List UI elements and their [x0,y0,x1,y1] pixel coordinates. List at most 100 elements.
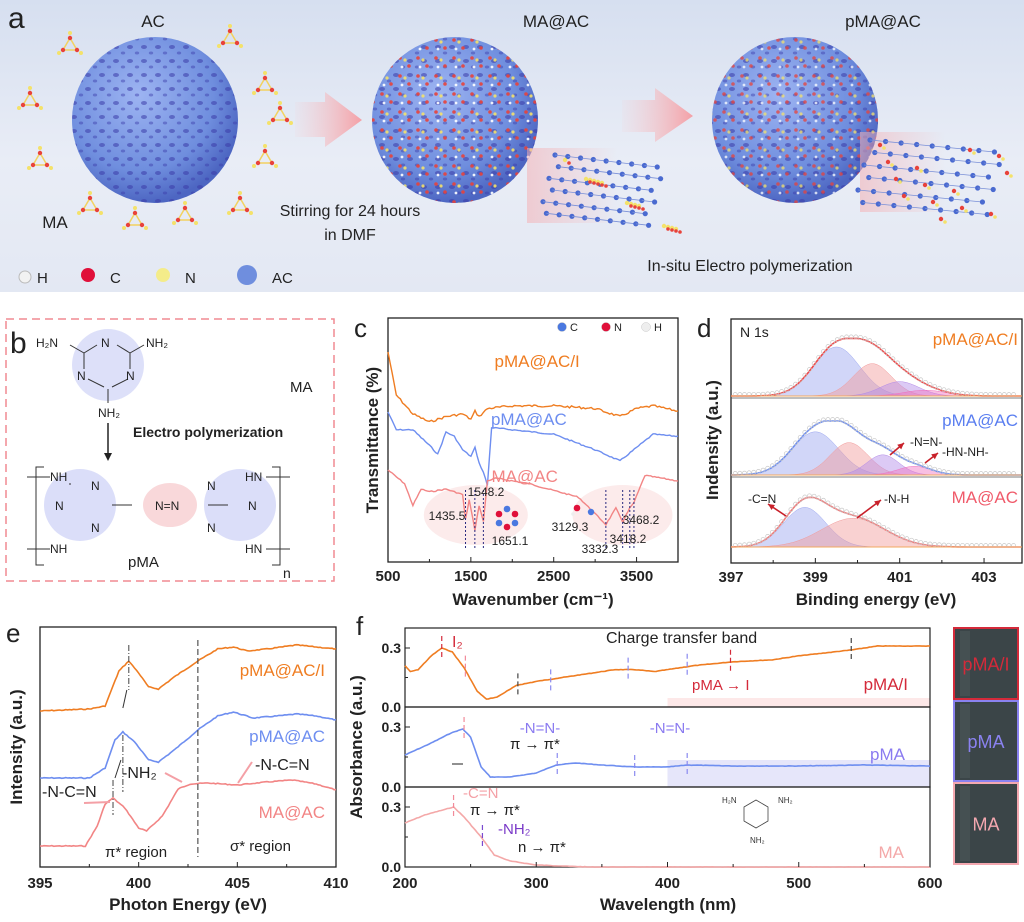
data-point [797,377,803,383]
atom-label: H₂N [722,796,737,805]
shift-arrow [122,689,128,709]
legend-atom-icon [557,322,567,332]
arrow-head [874,500,881,507]
ma-molecule [252,71,278,95]
adsorbed-atom [596,182,600,186]
adsorbed-atom [674,229,678,233]
series-line-MA@AC [387,469,679,531]
carbon-atom [30,162,36,168]
title-ac: AC [141,12,165,31]
carbon-atom [270,117,276,123]
nitrogen-atom [194,221,198,225]
adsorbed-atom [1001,157,1005,161]
data-point [793,381,798,387]
data-point [751,540,757,546]
carbon-atom [277,105,283,111]
adsorbed-atom [637,206,641,210]
bond [924,208,941,211]
bond [920,195,936,198]
bond [921,156,938,159]
data-point [872,438,877,443]
data-point [909,458,914,464]
triazine-ring [221,29,239,44]
atom-nh2: NH₂ [146,336,168,350]
bond [971,212,988,215]
ma-molecule [217,24,243,48]
film-photo-label: pMA/I [962,655,1009,675]
atom [495,519,503,527]
legend-h-icon [18,270,32,284]
label-pma: pMA [128,554,159,571]
region-label: π* region [105,844,167,861]
nitrogen-atom [17,106,21,110]
x-tick-label: 403 [972,569,997,586]
atom-n: N [91,479,100,493]
data-point [779,519,784,525]
adsorbed-atom [988,211,994,217]
pma-bonds [27,466,290,566]
data-point [862,433,868,438]
chart-d-xps: d Indensity (a.u.) Binding energy (eV) N… [697,313,1023,609]
bond [905,155,922,158]
ma-molecule [267,101,293,125]
bond [873,191,890,194]
photo-texture [960,631,970,696]
adsorbed-atom [951,188,957,194]
data-point [769,463,775,469]
data-point [811,493,817,499]
carbon-node [658,176,664,182]
atom [571,512,575,516]
carbon-node [635,186,642,192]
triazine-ring [256,149,274,164]
data-point [895,532,900,538]
carbon-atom [244,207,250,213]
carbon-node [654,164,660,170]
reaction-label: Electro polymerization [133,424,283,440]
adsorbed-atom [588,180,592,184]
bond [889,192,905,195]
triazine-ring [31,151,49,166]
nitrogen-atom [228,24,232,28]
carbon-node [555,164,561,170]
data-point [760,467,766,473]
carbon-atom [60,47,66,53]
adsorbed-atom [927,186,931,190]
carbon-atom [132,210,138,216]
adsorbed-atom [935,203,939,207]
annotation-cn: -C=N [463,785,498,802]
carbon-node [610,183,616,189]
carbon-atom [87,195,93,201]
highlight-region [423,485,528,545]
data-point [872,340,877,346]
data-point [895,451,900,457]
data-point [867,338,873,343]
adsorbed-atom [972,151,976,155]
series-label: pMA@AC [942,411,1018,430]
data-point [811,422,817,427]
ma-molecule [172,201,198,225]
x-tick-label: 500 [375,568,400,585]
data-point [839,335,845,341]
nitrogen-atom [263,71,267,75]
carbon-node [569,213,575,219]
data-point [765,465,771,471]
carbon-node [996,161,1002,168]
atom-legend: H C N AC [18,265,293,287]
data-point [779,456,784,461]
y-tick-label: 0.0 [382,699,402,715]
adsorbed-atom [938,216,944,222]
data-point [802,372,808,378]
bond [930,183,947,186]
legend-h-label: H [37,270,48,287]
bond [977,187,994,190]
carbon-node [990,186,996,193]
triazine-highlight-left [44,469,116,541]
annotation-nh2: -NH₂ [498,821,531,838]
panel-b-border [5,318,335,582]
series-line-pMA@AC/I [40,643,337,712]
carbon-node [979,199,986,205]
carbon-atom [220,40,226,46]
atom-n: N [101,336,110,350]
bond [926,170,942,173]
panel-label-e: e [6,618,20,648]
